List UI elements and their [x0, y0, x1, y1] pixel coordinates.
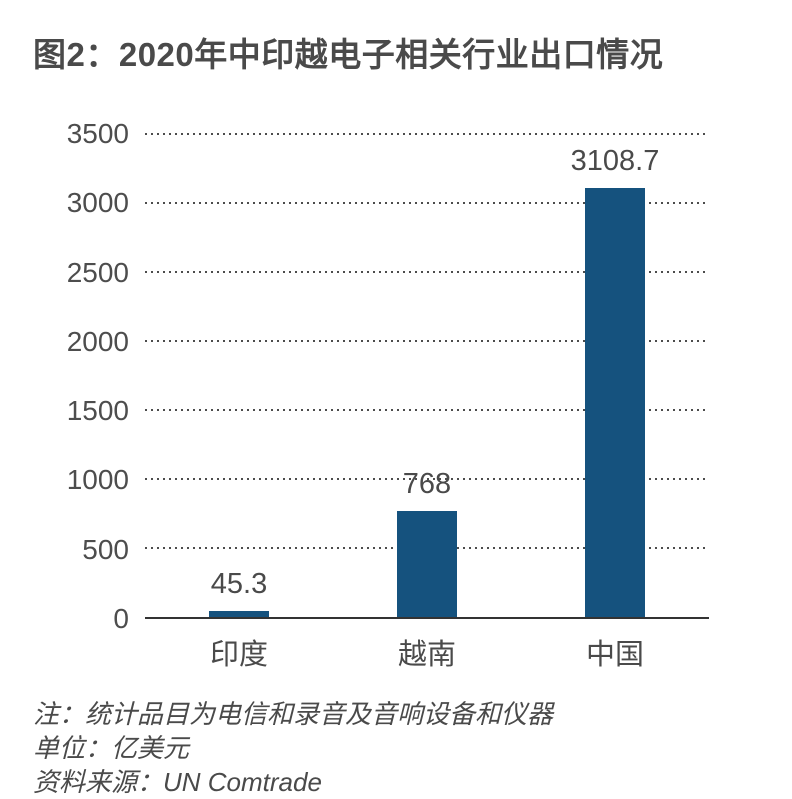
gridline [145, 478, 709, 480]
source-line: 资料来源：UN Comtrade [33, 767, 322, 797]
note-line: 注：统计品目为电信和录音及音响设备和仪器 [33, 699, 554, 729]
gridline [145, 340, 709, 342]
x-axis-label-印度: 印度 [209, 639, 268, 671]
bar-column-越南: 768 [333, 134, 521, 617]
y-axis: 0 500 1000 1500 2000 2500 3000 3500 [33, 118, 145, 634]
y-tick-label: 500 [82, 533, 129, 565]
unit-line: 单位：亿美元 [33, 733, 190, 763]
y-tick-label: 2000 [66, 325, 129, 357]
bar-value-label: 45.3 [210, 567, 268, 600]
x-axis-label-越南: 越南 [397, 639, 456, 671]
bars-container: 45.3 768 3108.7 [145, 134, 709, 617]
gridline [145, 409, 709, 411]
bar-value-label: 768 [402, 468, 452, 501]
y-tick-label: 1000 [66, 464, 129, 496]
chart-title: 图2：2020年中印越电子相关行业出口情况 [33, 36, 664, 73]
gridline [145, 202, 709, 204]
bar-印度 [209, 610, 269, 617]
bar-column-中国: 3108.7 [521, 134, 709, 617]
y-tick-label: 0 [113, 603, 129, 634]
bar-chart: 0 500 1000 1500 2000 2500 3000 3500 45.3 768 3108… [33, 118, 756, 634]
gridline [145, 271, 709, 273]
gridline [145, 133, 709, 135]
x-axis: 印度 越南 中国 [145, 631, 709, 673]
y-tick-label: 3500 [66, 118, 129, 149]
y-tick-label: 3000 [66, 187, 129, 219]
bar-value-label: 3108.7 [570, 145, 660, 177]
bar-越南 [397, 511, 457, 617]
chart-notes: 注：统计品目为电信和录音及音响设备和仪器 单位：亿美元 资料来源：UN Comt… [33, 697, 756, 799]
bar-中国 [585, 188, 645, 617]
x-axis-label-中国: 中国 [585, 639, 644, 671]
y-tick-label: 1500 [66, 395, 129, 427]
bar-column-印度: 45.3 [145, 134, 333, 617]
plot-area: 45.3 768 3108.7 [145, 133, 709, 619]
y-tick-label: 2500 [66, 256, 129, 288]
